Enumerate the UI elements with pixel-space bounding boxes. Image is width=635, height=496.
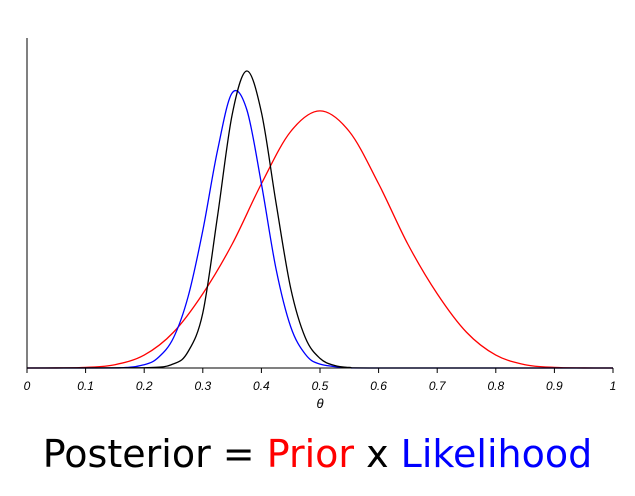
plot-area xyxy=(26,70,614,369)
series-line-2 xyxy=(27,89,613,369)
x-tick-label: 0.1 xyxy=(77,379,94,393)
prior-label: Prior xyxy=(266,432,355,476)
x-tick-label: 0.3 xyxy=(194,379,211,393)
posterior-label: Posterior xyxy=(42,432,211,476)
x-tick-label: 0 xyxy=(24,379,31,393)
x-tick-label: 0.6 xyxy=(370,379,387,393)
x-tick-label: 0.7 xyxy=(429,379,447,393)
likelihood-label: Likelihood xyxy=(400,432,593,476)
x-tick-label: 0.8 xyxy=(487,379,504,393)
chart: 0 0.1 0.2 0.3 0.4 0.5 0.6 0.7 0.8 0.9 1 θ xyxy=(24,38,617,411)
equals-sign: = xyxy=(210,432,267,476)
x-tick-label: 0.4 xyxy=(253,379,270,393)
x-axis-ticks: 0 0.1 0.2 0.3 0.4 0.5 0.6 0.7 0.8 0.9 1 xyxy=(24,368,617,393)
x-tick-label: 0.2 xyxy=(136,379,153,393)
times-sign: x xyxy=(354,432,401,476)
series-line-1 xyxy=(26,110,614,369)
equation-caption: Posterior = Prior x Likelihood xyxy=(0,424,635,484)
x-tick-label: 0.5 xyxy=(312,379,329,393)
x-tick-label: 0.9 xyxy=(546,379,563,393)
x-tick-label: 1 xyxy=(610,379,617,393)
series-line-3 xyxy=(26,70,613,369)
x-axis-label: θ xyxy=(316,396,323,411)
